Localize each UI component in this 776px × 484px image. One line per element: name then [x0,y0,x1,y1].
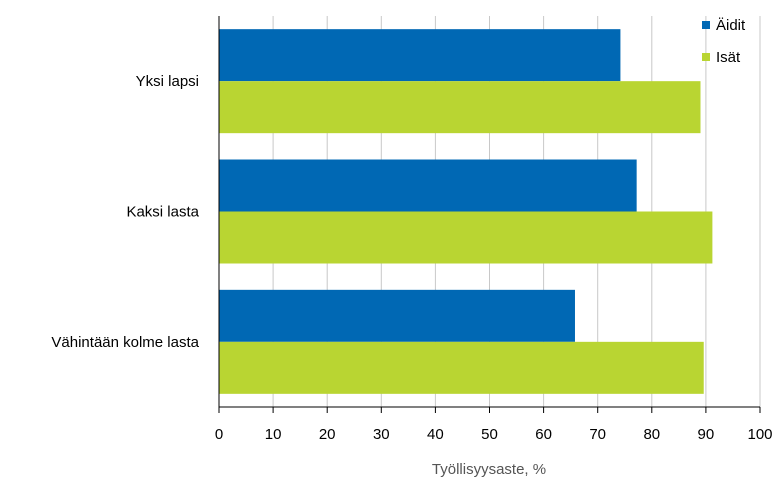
x-tick-label: 30 [373,426,390,443]
y-category-label: Kaksi lasta [126,204,199,221]
y-category-label: Yksi lapsi [136,73,199,90]
bar-series-1 [219,29,621,82]
legend-label: Isät [716,49,741,66]
legend-swatch [702,21,710,29]
x-tick-label: 100 [747,426,772,443]
y-category-label: Vähintään kolme lasta [51,334,199,351]
bar-series-2 [219,211,713,264]
x-tick-label: 40 [427,426,444,443]
x-axis-title: Työllisyysaste, % [432,461,546,478]
x-tick-label: 70 [589,426,606,443]
legend-swatch [702,53,710,61]
bar-series-1 [219,289,575,342]
legend-label: Äidit [716,17,746,34]
bar-series-2 [219,341,704,394]
bars [219,29,713,394]
x-axis-ticks: 0 10 20 30 40 50 60 70 80 90 100 [215,407,773,443]
legend: Äidit Isät [702,17,746,66]
x-tick-label: 20 [319,426,336,443]
bar-series-1 [219,159,637,212]
bar-series-2 [219,81,701,134]
x-tick-label: 80 [643,426,660,443]
x-tick-label: 60 [535,426,552,443]
x-tick-label: 50 [481,426,498,443]
y-axis-category-labels: Yksi lapsi Kaksi lasta Vähintään kolme las… [51,73,199,351]
x-tick-label: 10 [265,426,282,443]
x-tick-label: 0 [215,426,223,443]
x-tick-label: 90 [698,426,715,443]
